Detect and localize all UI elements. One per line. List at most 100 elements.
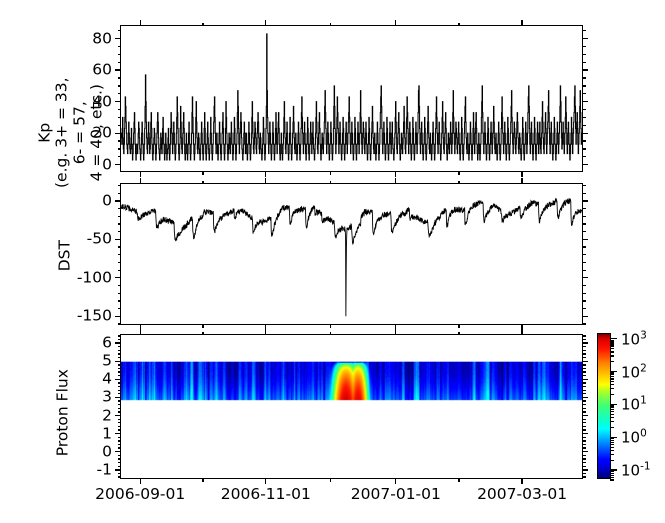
y-major-tick	[582, 69, 588, 71]
y-minor-tick	[117, 85, 121, 87]
colorbar-minor-tick	[610, 479, 614, 481]
y-minor-tick	[582, 30, 586, 32]
y-minor-tick	[582, 300, 586, 302]
y-major-tick	[115, 433, 121, 435]
colorbar-major-tick	[610, 338, 617, 340]
y-minor-tick	[117, 353, 121, 355]
y-minor-tick	[582, 440, 586, 442]
x-minor-tick	[202, 478, 204, 482]
y-minor-tick	[582, 447, 586, 449]
y-minor-tick	[117, 61, 121, 63]
y-minor-tick	[117, 140, 121, 142]
y-tick-label: 2	[102, 405, 112, 424]
colorbar-minor-tick	[610, 416, 614, 419]
y-minor-tick	[117, 411, 121, 413]
x-major-tick	[521, 171, 523, 177]
y-minor-tick	[582, 422, 586, 424]
y-minor-tick	[117, 461, 121, 464]
y-minor-tick	[117, 443, 121, 446]
x-major-tick	[521, 324, 523, 330]
x-major-tick	[265, 178, 267, 184]
colorbar-minor-tick	[610, 339, 614, 341]
y-minor-tick	[582, 148, 586, 150]
colorbar-tick-exponent: 0	[640, 427, 647, 440]
y-minor-tick	[582, 375, 586, 377]
y-minor-tick	[117, 367, 121, 370]
y-minor-tick	[582, 389, 586, 391]
kp-series	[121, 26, 582, 171]
y-major-tick	[115, 360, 121, 362]
y-minor-tick	[117, 231, 121, 233]
x-minor-tick	[330, 171, 332, 175]
y-minor-tick	[117, 465, 121, 467]
x-major-tick	[521, 178, 523, 184]
y-minor-tick	[117, 124, 121, 126]
y-minor-tick	[582, 411, 586, 413]
colorbar-minor-tick	[610, 355, 614, 357]
x-major-tick	[139, 478, 141, 484]
y-minor-tick	[117, 349, 121, 352]
y-tick-label: 20	[92, 123, 112, 142]
colorbar-minor-tick	[610, 438, 614, 440]
y-minor-tick	[582, 454, 586, 457]
y-minor-tick	[117, 93, 121, 95]
colorbar-tick-label: 10-1	[621, 461, 651, 479]
y-minor-tick	[117, 440, 121, 442]
y-major-tick	[582, 164, 588, 166]
y-minor-tick	[582, 284, 586, 287]
colorbar-minor-tick	[610, 472, 614, 474]
y-major-tick	[582, 469, 588, 471]
kp-panel: 0 20 40 60 80	[92, 20, 588, 177]
y-major-tick	[582, 37, 588, 40]
colorbar-minor-tick	[610, 408, 614, 411]
colorbar-minor-tick	[610, 446, 614, 448]
y-minor-tick	[582, 231, 586, 233]
colorbar-minor-tick	[610, 474, 614, 476]
x-major-tick	[521, 329, 523, 335]
y-minor-tick	[582, 476, 586, 478]
y-minor-tick	[117, 422, 121, 424]
y-minor-tick	[117, 400, 121, 402]
y-tick-label: 0	[102, 442, 112, 460]
y-minor-tick	[582, 261, 586, 264]
colorbar-tick-exponent: 1	[640, 394, 647, 407]
x-major-tick	[395, 178, 397, 184]
y-minor-tick	[582, 367, 586, 370]
x-tick-label: 2007-01-01	[350, 485, 441, 503]
x-minor-tick	[330, 478, 332, 482]
y-major-tick	[115, 342, 121, 344]
y-minor-tick	[117, 77, 121, 79]
kp-axis-title-line: 6- = 57,	[70, 101, 88, 165]
y-minor-tick	[117, 192, 121, 194]
y-minor-tick	[582, 436, 586, 438]
x-major-tick	[521, 478, 523, 484]
y-tick-label: -50	[86, 229, 112, 248]
y-minor-tick	[582, 429, 586, 431]
x-minor-tick	[202, 331, 204, 335]
y-minor-tick	[117, 389, 121, 391]
y-tick-label: 0	[102, 154, 112, 173]
y-major-tick	[582, 101, 588, 103]
y-tick-label: -1	[96, 460, 112, 479]
y-major-tick	[582, 451, 588, 453]
colorbar-minor-tick	[610, 476, 614, 479]
colorbar-tick-label: 103	[621, 330, 647, 347]
y-tick-label: 1	[102, 423, 112, 442]
y-minor-tick	[582, 323, 586, 325]
y-minor-tick	[582, 393, 586, 395]
x-major-tick	[265, 478, 267, 484]
y-minor-tick	[117, 223, 121, 225]
y-minor-tick	[117, 407, 121, 409]
y-major-tick	[582, 132, 588, 134]
colorbar-tick-mantissa: 10	[621, 363, 641, 382]
y-minor-tick	[117, 382, 121, 384]
colorbar-tick-label: 100	[621, 429, 647, 446]
dst-axis-title: DST	[55, 240, 74, 272]
y-tick-label: 40	[92, 91, 112, 110]
x-major-tick	[139, 171, 141, 177]
y-major-tick	[582, 360, 588, 362]
y-minor-tick	[117, 458, 121, 460]
y-tick-label: 5	[102, 351, 112, 370]
y-major-tick	[115, 469, 121, 471]
